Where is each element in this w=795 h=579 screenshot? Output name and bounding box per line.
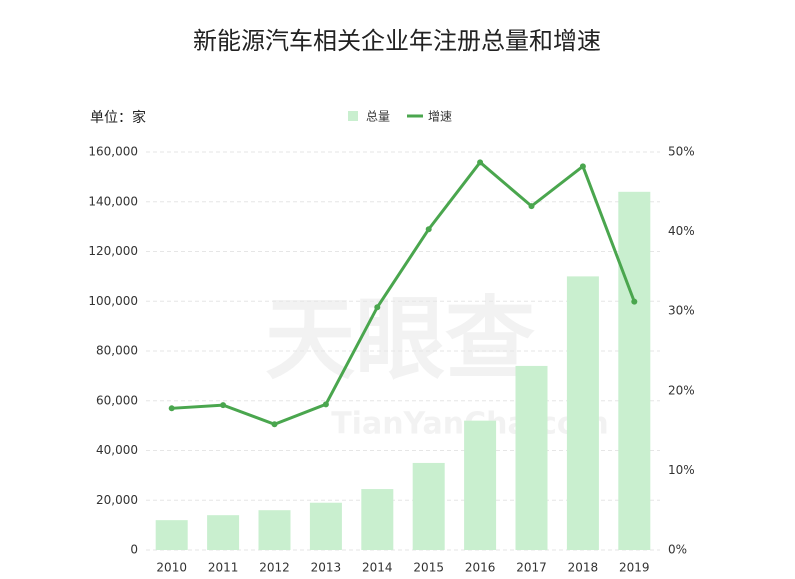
y-tick-label: 40,000 xyxy=(96,443,138,457)
y-tick-label: 0 xyxy=(130,543,138,557)
y2-tick-label: 0% xyxy=(668,543,687,557)
bar xyxy=(361,489,394,550)
legend-label: 增速 xyxy=(428,110,452,124)
y-tick-label: 120,000 xyxy=(88,244,138,258)
x-tick-label: 2018 xyxy=(568,561,599,575)
point xyxy=(322,401,329,408)
point xyxy=(631,298,638,305)
point xyxy=(168,405,175,412)
point xyxy=(477,159,484,166)
x-tick-label: 2019 xyxy=(619,561,650,575)
x-tick-label: 2015 xyxy=(413,561,444,575)
y-tick-label: 100,000 xyxy=(88,294,138,308)
unit-label: 单位：家 xyxy=(90,109,146,126)
point xyxy=(271,421,278,428)
y2-tick-label: 10% xyxy=(668,463,695,477)
point xyxy=(528,203,535,210)
bar xyxy=(207,515,240,550)
x-tick-label: 2013 xyxy=(311,561,342,575)
bar xyxy=(515,365,548,550)
point xyxy=(220,402,227,409)
y2-tick-label: 50% xyxy=(668,145,695,159)
point xyxy=(425,226,432,233)
legend-swatch xyxy=(348,111,358,121)
x-tick-label: 2011 xyxy=(208,561,239,575)
y-tick-label: 140,000 xyxy=(88,194,138,208)
y2-tick-label: 40% xyxy=(668,224,695,238)
bar xyxy=(566,276,599,550)
legend-label: 总量 xyxy=(366,110,390,124)
y2-tick-label: 20% xyxy=(668,383,695,397)
chart-title: 新能源汽车相关企业年注册总量和增速 xyxy=(193,27,601,55)
point xyxy=(579,163,586,170)
y-tick-label: 80,000 xyxy=(96,344,138,358)
y-tick-label: 60,000 xyxy=(96,393,138,407)
bar xyxy=(155,520,188,550)
line xyxy=(171,160,636,426)
bar xyxy=(412,462,445,550)
bar xyxy=(618,191,651,551)
x-tick-label: 2014 xyxy=(362,561,393,575)
y-tick-label: 20,000 xyxy=(96,493,138,507)
x-tick-label: 2012 xyxy=(259,561,290,575)
x-tick-label: 2017 xyxy=(516,561,547,575)
y-tick-label: 160,000 xyxy=(88,145,138,159)
watermark: 天眼查 xyxy=(265,287,535,392)
bar xyxy=(464,420,497,550)
x-tick-label: 2010 xyxy=(156,561,187,575)
bar xyxy=(309,502,342,550)
x-tick-label: 2016 xyxy=(465,561,496,575)
bar xyxy=(258,510,291,550)
y2-tick-label: 30% xyxy=(668,304,695,318)
point xyxy=(374,304,381,311)
